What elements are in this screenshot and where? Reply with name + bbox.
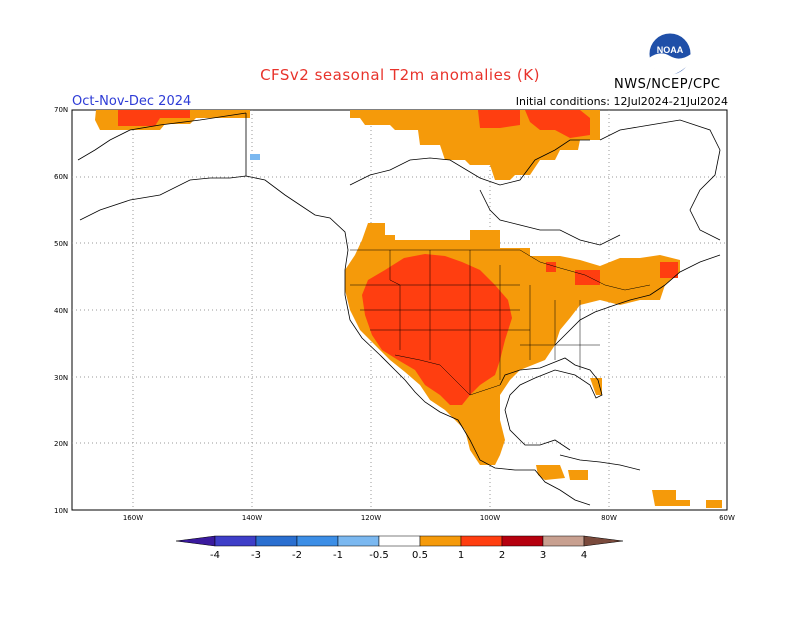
initial-conditions: Initial conditions: 12Jul2024-21Jul2024 xyxy=(515,95,728,108)
colorbar-label: -4 xyxy=(210,550,220,561)
lon-label-100w: 100W xyxy=(480,514,500,522)
colorbar-swatch-neg4 xyxy=(214,535,257,547)
colorbar-swatch-neg1 xyxy=(337,535,380,547)
lon-label-140w: 140W xyxy=(242,514,262,522)
colorbar-swatch-pos05 xyxy=(419,535,462,547)
political-borders xyxy=(350,249,651,396)
colorbar-label: -2 xyxy=(292,550,302,561)
colorbar-low-arrow xyxy=(175,535,216,547)
anomaly-blue-patch xyxy=(250,154,260,160)
colorbar-labels: -4 -3 -2 -1 -0.5 0.5 1 2 3 4 xyxy=(210,550,587,561)
colorbar-label: 3 xyxy=(540,550,546,561)
lon-label-60w: 60W xyxy=(719,514,735,522)
colorbar-label: -3 xyxy=(251,550,261,561)
colorbar-label: 1 xyxy=(458,550,464,561)
colorbar-swatch-pos1 xyxy=(460,535,503,547)
lat-label-30: 30N xyxy=(54,374,68,382)
colorbar-label: 0.5 xyxy=(412,550,428,561)
colorbar-label: -1 xyxy=(333,550,343,561)
colorbar-swatch-neg3 xyxy=(255,535,298,547)
latitude-labels: 70N 60N 50N 40N 30N 20N 10N xyxy=(54,106,68,515)
colorbar-swatch-pos2 xyxy=(501,535,544,547)
lat-label-40: 40N xyxy=(54,307,68,315)
forecast-period: Oct-Nov-Dec 2024 xyxy=(72,94,192,109)
colorbar-high-arrow xyxy=(583,535,624,547)
colorbar-swatch-pos3 xyxy=(542,535,585,547)
noaa-logo: NOAA xyxy=(648,32,692,76)
colorbar-label: 2 xyxy=(499,550,505,561)
lat-label-70: 70N xyxy=(54,106,68,114)
lat-label-50: 50N xyxy=(54,240,68,248)
lon-label-160w: 160W xyxy=(123,514,143,522)
lat-label-20: 20N xyxy=(54,440,68,448)
longitude-labels: 160W 140W 120W 100W 80W 60W xyxy=(123,514,735,522)
colorbar-label: -0.5 xyxy=(369,550,389,561)
chart-title: CFSv2 seasonal T2m anomalies (K) xyxy=(260,66,540,84)
colorbar-swatch-neutral xyxy=(378,535,421,547)
colorbar-label: 4 xyxy=(581,550,587,561)
lat-label-10: 10N xyxy=(54,507,68,515)
coastlines xyxy=(77,112,721,506)
colorbar xyxy=(175,535,624,547)
agency-label: NWS/NCEP/CPC xyxy=(614,77,721,92)
lat-label-60: 60N xyxy=(54,173,68,181)
lon-label-120w: 120W xyxy=(361,514,381,522)
anomaly-red-regions xyxy=(118,110,678,405)
lon-label-80w: 80W xyxy=(601,514,617,522)
colorbar-swatch-neg2 xyxy=(296,535,339,547)
svg-text:NOAA: NOAA xyxy=(657,45,684,55)
